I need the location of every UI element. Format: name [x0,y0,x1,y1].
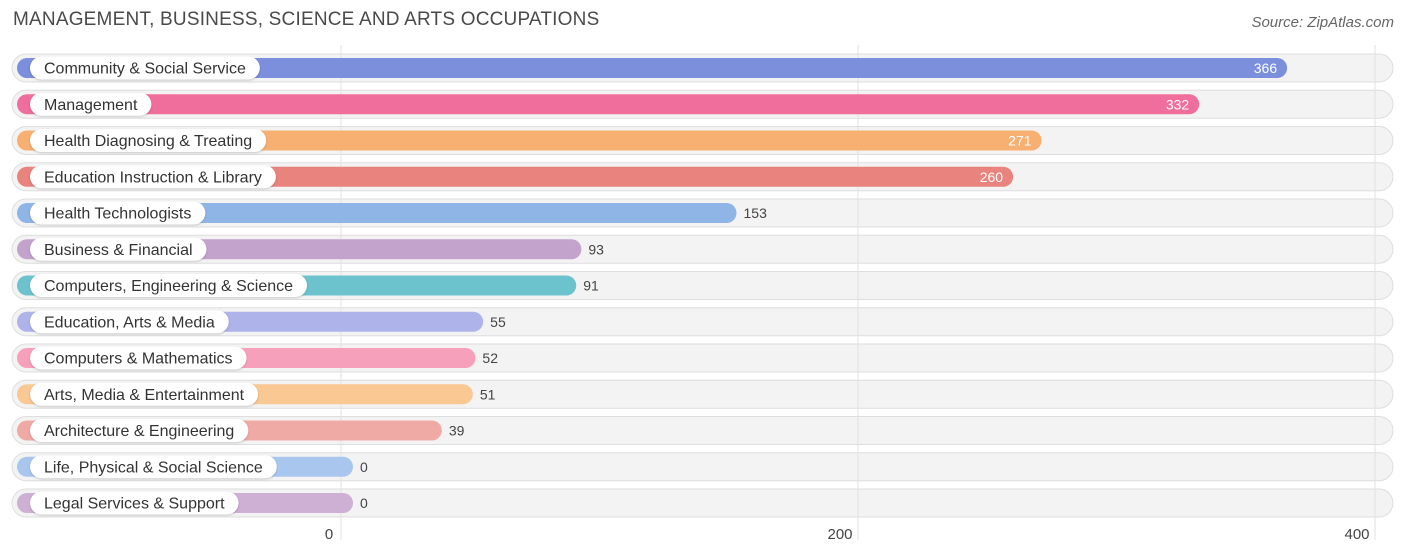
bar-row: Community & Social Service 366 [17,56,1288,80]
bar-label-pill [30,419,249,442]
bar-label: Community & Social Service [44,61,246,78]
bar-value-label: 93 [588,241,604,257]
bar-label: Education, Arts & Media [44,314,215,331]
bar-label: Health Technologists [44,206,191,223]
bar-value-label: 0 [360,495,368,511]
source-note: Source: ZipAtlas.com [1251,14,1394,31]
bar-value-label: 55 [490,314,506,330]
x-tick-label: 0 [325,526,333,543]
bar-label-pill [30,274,308,297]
bar-label: Computers, Engineering & Science [44,278,293,295]
bar-row: Health Diagnosing & Treating 271 [17,129,1042,152]
bar-label-pill [30,382,259,406]
bar-label: Management [44,97,138,114]
bar-value-label: 51 [480,386,496,402]
bar-value-label: 0 [360,459,368,475]
x-tick-label: 400 [1344,526,1369,543]
bar-row: Health Technologists 153 [17,201,768,225]
bar-row: Computers, Engineering & Science 91 [17,274,599,297]
bar-label-pill [30,56,260,80]
bar [17,94,1200,115]
bar-row: Arts, Media & Entertainment 51 [17,382,496,406]
bar-label: Education Instruction & Library [44,169,262,186]
bar [17,130,1042,151]
bar-label-pill [30,237,207,261]
bar-row: Computers & Mathematics 52 [17,346,498,370]
bar-row: Life, Physical & Social Science 0 [17,455,368,479]
row-track [11,488,1394,518]
bar-label-pill [30,129,267,152]
bar-row: Architecture & Engineering 39 [17,419,465,442]
bar-value-label: 332 [1166,96,1190,112]
bar-value-label: 260 [980,169,1004,185]
bars: Community & Social Service 366 Management 3… [17,56,1288,515]
bar-label: Computers & Mathematics [44,351,233,368]
bar-value-label: 366 [1254,60,1278,76]
bar [17,58,1288,78]
bar-label: Business & Financial [44,242,193,259]
bar-value-label: 39 [449,423,465,439]
bar-row: Management 332 [17,92,1200,116]
bar-label-pill [30,455,277,479]
bar-value-label: 271 [1008,133,1032,149]
x-tick-label: 200 [827,526,852,543]
bar-value-label: 153 [744,205,768,221]
row-track [11,452,1394,482]
bar-label-pill [30,92,152,116]
bar-label: Life, Physical & Social Science [44,459,263,476]
bar-value-label: 52 [482,350,498,366]
bar-row: Education, Arts & Media 55 [17,310,506,334]
x-axis-ticks: 0 200 400 [325,526,1370,543]
bar-label-pill [30,165,276,189]
bar-label: Health Diagnosing & Treating [44,133,252,150]
bar-label: Legal Services & Support [44,496,225,513]
bar-label: Architecture & Engineering [44,423,234,440]
bar-label-pill [30,491,239,515]
bar-label-pill [30,346,247,370]
bar-value-label: 91 [583,278,599,294]
bar-label-pill [30,310,229,334]
chart-title: MANAGEMENT, BUSINESS, SCIENCE AND ARTS O… [13,9,600,30]
bar-label: Arts, Media & Entertainment [44,387,245,404]
bar-row: Business & Financial 93 [17,237,604,261]
bar-label-pill [30,201,206,225]
bar-row: Education Instruction & Library 260 [17,165,1014,189]
bar-row: Legal Services & Support 0 [17,491,368,515]
